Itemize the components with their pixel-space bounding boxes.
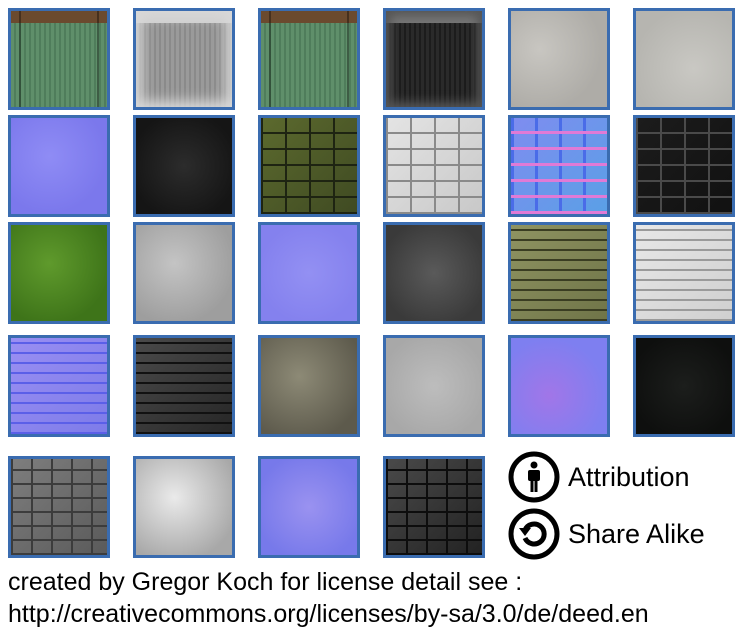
texture-image	[511, 338, 607, 434]
texture-image	[136, 338, 232, 434]
share-alike-icon	[508, 508, 560, 560]
attribution-icon	[508, 451, 560, 503]
texture-image	[636, 338, 732, 434]
texture-tile-very-dark-rough	[633, 335, 735, 437]
credit-line: created by Gregor Koch for license detai…	[8, 568, 523, 596]
texture-image	[136, 118, 232, 214]
attribution-label: Attribution	[568, 461, 690, 492]
texture-tile-concrete	[508, 8, 610, 110]
texture-image	[511, 225, 607, 321]
texture-image	[386, 11, 482, 107]
texture-tile-normal-map-rock	[508, 335, 610, 437]
texture-tile-stone-wall	[508, 222, 610, 324]
texture-tile-black-rough	[133, 115, 235, 217]
texture-tile-dark-gray-rough	[383, 222, 485, 324]
texture-tile-metal-door-dark	[383, 8, 485, 110]
texture-tile-white-brick	[383, 115, 485, 217]
texture-tile-grass-gray	[133, 222, 235, 324]
texture-tile-cloudy-gray	[133, 456, 235, 558]
texture-tile-cobblestone-dark	[383, 456, 485, 558]
texture-image	[261, 338, 357, 434]
texture-image	[261, 225, 357, 321]
texture-image	[11, 459, 107, 555]
texture-image	[386, 338, 482, 434]
texture-tile-dark-brick	[633, 115, 735, 217]
texture-tile-grass	[8, 222, 110, 324]
texture-image	[636, 225, 732, 321]
texture-image	[11, 118, 107, 214]
texture-image	[636, 118, 732, 214]
texture-image	[386, 459, 482, 555]
texture-tile-normal-map-smooth	[8, 115, 110, 217]
texture-tile-cobble-normal-map	[258, 456, 360, 558]
texture-tile-stone-normal-map	[8, 335, 110, 437]
texture-tile-green-metal-door-copy	[258, 8, 360, 110]
texture-image	[11, 225, 107, 321]
texture-image	[136, 225, 232, 321]
texture-tile-concrete-light	[633, 8, 735, 110]
texture-image	[136, 11, 232, 107]
texture-tile-green-metal-door	[8, 8, 110, 110]
texture-image	[11, 338, 107, 434]
texture-image	[136, 459, 232, 555]
texture-tile-mossy-brick	[258, 115, 360, 217]
texture-image	[511, 11, 607, 107]
texture-tile-brick-normal-map	[508, 115, 610, 217]
texture-tile-normal-map-grass	[258, 222, 360, 324]
texture-tile-plaster-gray	[383, 335, 485, 437]
texture-tile-cobblestone-gray	[8, 456, 110, 558]
texture-tile-rock	[258, 335, 360, 437]
texture-image	[261, 118, 357, 214]
texture-image	[386, 225, 482, 321]
texture-image	[261, 11, 357, 107]
texture-tile-metal-door-gray	[133, 8, 235, 110]
texture-image	[511, 118, 607, 214]
share-alike-license: Share Alike	[508, 508, 705, 560]
texture-image	[11, 11, 107, 107]
attribution-license: Attribution	[508, 451, 690, 503]
texture-tile-stone-wall-white	[633, 222, 735, 324]
texture-image	[386, 118, 482, 214]
share-alike-label: Share Alike	[568, 518, 705, 549]
license-url[interactable]: http://creativecommons.org/licenses/by-s…	[8, 600, 649, 628]
texture-tile-dark-stone	[133, 335, 235, 437]
texture-image	[636, 11, 732, 107]
texture-image	[261, 459, 357, 555]
